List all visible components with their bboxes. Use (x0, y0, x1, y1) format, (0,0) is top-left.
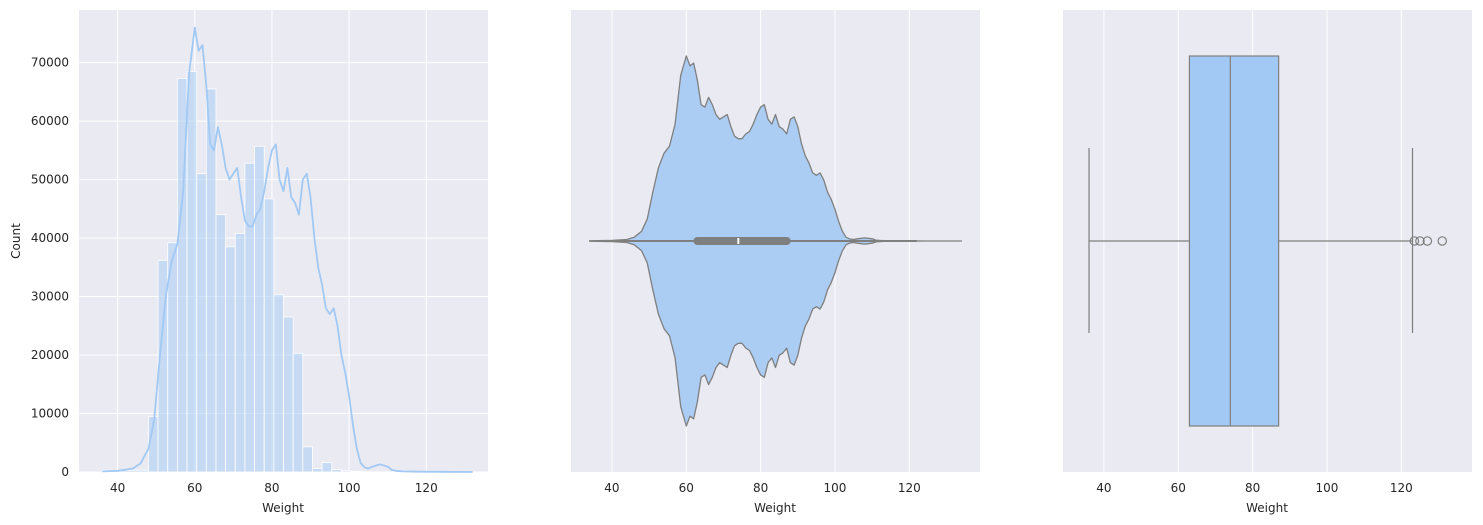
histogram-bar (196, 173, 207, 473)
histogram-x-tick-label: 80 (264, 481, 279, 495)
histogram-bar (312, 468, 323, 473)
box-x-ticks: 40 60 80 100 120 (1096, 481, 1413, 495)
box-x-tick-label: 80 (1245, 481, 1260, 495)
histogram-x-ticks: 40 60 80 100 120 (110, 481, 438, 495)
box-x-tick-label: 40 (1096, 481, 1111, 495)
histogram-bar (225, 246, 236, 473)
histogram-bar (302, 446, 313, 473)
histogram-y-tick-label: 60000 (31, 114, 69, 128)
histogram-bar (186, 71, 198, 473)
histogram-x-tick-label: 120 (415, 481, 438, 495)
histogram-y-axis-label: Count (9, 223, 23, 259)
histogram-bar (283, 316, 294, 473)
histogram-y-tick-label: 40000 (31, 231, 69, 245)
violin-x-tick-label: 40 (604, 481, 619, 495)
histogram-x-axis-label: Weight (262, 501, 304, 515)
histogram-x-tick-label: 100 (338, 481, 361, 495)
box-outlier-point (1422, 236, 1433, 246)
histogram-bar (321, 462, 333, 473)
box-outlier-point (1415, 236, 1425, 246)
histogram-bar (350, 471, 362, 473)
histogram-x-tick-label: 60 (187, 481, 202, 495)
histogram-y-tick-label: 30000 (31, 290, 69, 304)
box-x-tick-label: 100 (1316, 481, 1339, 495)
histogram-y-tick-label: 20000 (31, 348, 69, 362)
box-outlier-point (1409, 236, 1420, 246)
histogram-bar (215, 214, 227, 473)
box-panel: 40 60 80 100 120 Weight (1063, 10, 1472, 515)
box-x-tick-label: 60 (1171, 481, 1186, 495)
violin-x-ticks: 40 60 80 100 120 (604, 481, 921, 495)
violin-panel: 40 60 80 100 120 Weight (571, 10, 980, 515)
violin-x-axis-label: Weight (754, 501, 796, 515)
violin-x-tick-label: 100 (824, 481, 847, 495)
box-iqr-rect (1188, 55, 1280, 427)
violin-x-tick-label: 80 (753, 481, 768, 495)
histogram-bar (263, 198, 275, 473)
box-outlier-point (1437, 236, 1448, 246)
histogram-y-tick-label: 10000 (31, 407, 69, 421)
violin-x-tick-label: 60 (679, 481, 694, 495)
histogram-y-ticks: 0 10000 20000 30000 40000 50000 60000 70000 (31, 56, 69, 479)
histogram-bar (234, 232, 246, 473)
box-body (1088, 55, 1448, 427)
histogram-bars (101, 71, 400, 473)
histogram-kde-line (102, 26, 473, 473)
violin-body (588, 55, 963, 427)
histogram-y-tick-label: 70000 (31, 56, 69, 70)
box-x-axis-label: Weight (1246, 501, 1288, 515)
histogram-y-tick-label: 0 (61, 465, 69, 479)
histogram-y-tick-label: 50000 (31, 173, 69, 187)
histogram-x-tick-label: 40 (110, 481, 125, 495)
histogram-kde (102, 26, 473, 473)
histogram-bar (273, 294, 284, 473)
violin-x-tick-label: 120 (898, 481, 921, 495)
histogram-panel: 40 60 80 100 120 0 10000 20000 30000 40000 50000 6… (9, 10, 488, 515)
box-x-tick-label: 120 (1390, 481, 1413, 495)
histogram-bar (292, 352, 304, 473)
histogram-bar (340, 470, 352, 473)
histogram-bar (244, 162, 255, 473)
histogram-bar (331, 469, 342, 473)
